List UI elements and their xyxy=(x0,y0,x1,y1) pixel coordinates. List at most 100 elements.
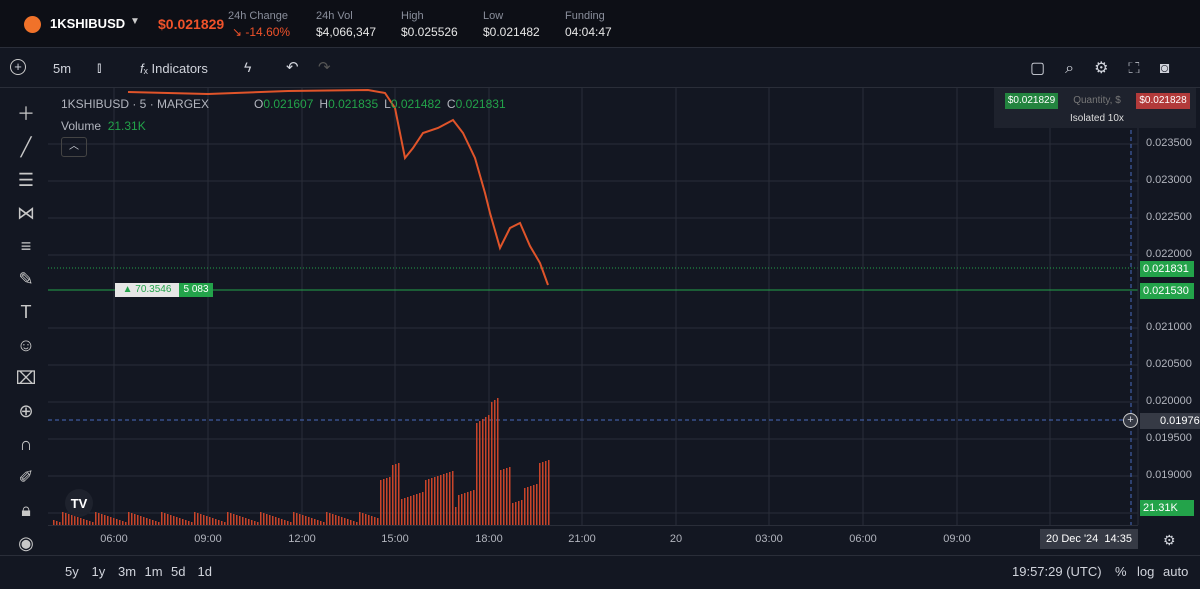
volume-bar xyxy=(164,513,166,525)
volume-bar xyxy=(224,522,226,525)
candle-type[interactable]: ⫾ xyxy=(97,59,102,75)
volume-bar xyxy=(521,500,523,525)
volume-bar xyxy=(371,516,373,525)
volume-bar xyxy=(494,400,496,525)
range-button[interactable]: 3m xyxy=(118,564,137,579)
volume-bar xyxy=(131,513,133,525)
volume-bar xyxy=(491,402,493,525)
volume-bar xyxy=(305,516,307,525)
position-pnl[interactable]: ▲ 70.3546 xyxy=(115,283,179,297)
volume-bar xyxy=(317,520,319,525)
clock: 19:57:29 (UTC) xyxy=(1012,564,1102,579)
volume-bar xyxy=(284,520,286,525)
value: -14.60% xyxy=(245,25,291,39)
quantity-input[interactable]: Quantity, $ xyxy=(1073,95,1121,106)
interval[interactable]: 5m xyxy=(53,61,72,76)
volume-legend: Volume 21.31K xyxy=(61,119,146,133)
volume-bar xyxy=(236,515,238,525)
price-label: 0.019000 xyxy=(1146,469,1192,481)
collapse[interactable]: ︿ xyxy=(61,137,87,157)
volume-bar xyxy=(422,492,424,525)
volume-bar xyxy=(353,521,355,525)
dropdown[interactable]: ▼ xyxy=(130,16,140,27)
legend-title: 1KSHIBUSD · 5 · MARGEX xyxy=(61,97,210,111)
volume-bar xyxy=(59,522,61,525)
volume-bar xyxy=(518,501,520,525)
time-label: 15:00 xyxy=(381,533,409,545)
volume-bar xyxy=(398,463,400,525)
range-button[interactable]: 5y xyxy=(65,564,79,579)
crosshair-time: 20 Dec '24 14:35 xyxy=(1040,529,1138,549)
label: High xyxy=(401,10,424,22)
ohlc-key: L xyxy=(384,97,391,111)
volume-bar xyxy=(413,495,415,525)
undo[interactable]: ↶ xyxy=(286,59,299,76)
log[interactable]: log xyxy=(1137,564,1155,579)
volume-bar xyxy=(158,522,160,525)
toolbar-right[interactable]: ▢⌕⚙⛶◙ xyxy=(1030,60,1190,77)
volume-bar xyxy=(92,522,94,525)
volume-bar xyxy=(464,493,466,525)
volume-bar xyxy=(299,514,301,525)
volume-bar xyxy=(341,517,343,525)
label: Volume xyxy=(61,119,102,133)
indicators[interactable]: fₓ Indicators xyxy=(140,61,208,76)
time-label: 18:00 xyxy=(475,533,503,545)
value: 04:04:47 xyxy=(565,25,612,39)
price-label: 0.023500 xyxy=(1146,137,1192,149)
volume-bar xyxy=(332,514,334,525)
time-label: 20 xyxy=(669,533,683,545)
position-size[interactable]: 5 083 xyxy=(179,283,213,297)
range-button[interactable]: 1m xyxy=(144,564,163,579)
left-toolbar[interactable]: ＋ ╱ ☰ ⋈ ≡ ✎ T ☺ ⌧ ⊕ ∩ ✐ 🔒︎ ◉ xyxy=(15,104,37,553)
volume-bar xyxy=(149,519,151,525)
volume-bar xyxy=(524,488,526,525)
add-button[interactable]: + xyxy=(10,59,26,75)
volume-bar xyxy=(170,515,172,525)
volume-bar xyxy=(536,484,538,525)
volume-bar xyxy=(533,485,535,525)
time-label: 06:00 xyxy=(849,533,877,545)
percent[interactable]: % xyxy=(1115,564,1127,579)
settings[interactable]: ⚙ xyxy=(1163,532,1176,548)
price-label: 0.020000 xyxy=(1146,395,1192,407)
volume-bar xyxy=(140,516,142,525)
buy-button[interactable]: $0.021829 xyxy=(1005,93,1058,109)
volume-bar xyxy=(260,512,262,525)
volume-bar xyxy=(86,520,88,525)
volume-bar xyxy=(500,470,502,525)
volume-bar xyxy=(452,471,454,525)
range-button[interactable]: 1d xyxy=(197,564,212,579)
auto[interactable]: auto xyxy=(1163,564,1189,579)
volume-bar xyxy=(188,521,190,525)
volume-bar xyxy=(212,518,214,525)
volume-bar xyxy=(323,522,325,525)
svg-text:TV: TV xyxy=(71,496,88,511)
volume-bar xyxy=(161,512,163,525)
volume-bar xyxy=(62,512,64,525)
volume-bar xyxy=(443,474,445,525)
volume-bar xyxy=(497,398,499,525)
volume-bar xyxy=(467,492,469,525)
volume-bar xyxy=(485,417,487,525)
volume-bar xyxy=(437,476,439,525)
volume-bar xyxy=(53,520,55,525)
sell-button[interactable]: $0.021828 xyxy=(1136,93,1190,109)
volume-bar xyxy=(389,477,391,525)
symbol[interactable]: 1KSHIBUSD xyxy=(50,16,126,31)
volume-bar xyxy=(506,468,508,525)
volume-bar xyxy=(281,519,283,525)
volume-bar xyxy=(251,520,253,525)
redo[interactable]: ↷ xyxy=(318,59,331,76)
crosshair-plus[interactable]: + xyxy=(1123,413,1138,428)
volume-bar xyxy=(425,480,427,525)
volume-bar xyxy=(545,461,547,525)
alert[interactable]: ϟ xyxy=(244,59,252,75)
range-button[interactable]: 1y xyxy=(91,564,106,579)
margin-mode[interactable]: Isolated 10x xyxy=(1070,113,1124,124)
volume-bar xyxy=(98,513,100,525)
chart: TV xyxy=(48,88,1139,525)
volume-bar xyxy=(347,519,349,525)
range-button[interactable]: 5d xyxy=(171,564,186,579)
crosshair-price: 0.019765 xyxy=(1140,413,1200,429)
